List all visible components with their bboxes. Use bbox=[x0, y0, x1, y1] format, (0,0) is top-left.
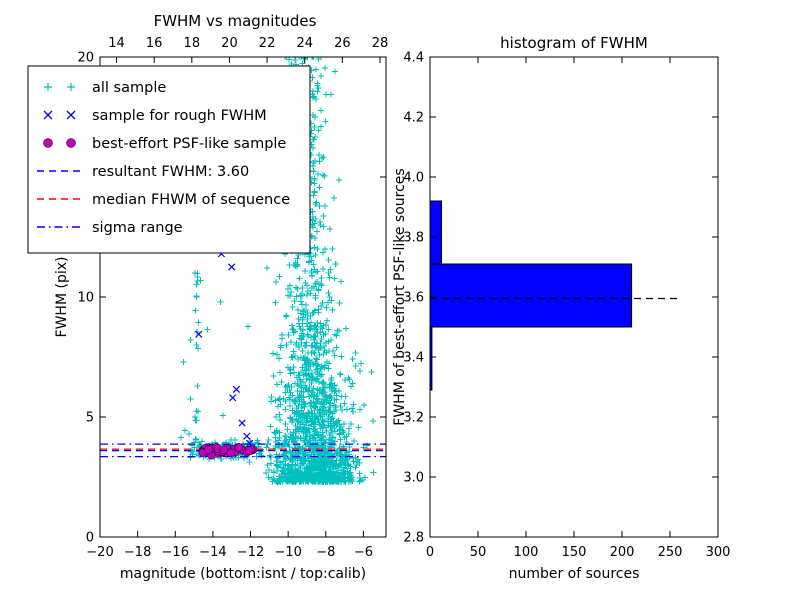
y-tick-label: 3.4 bbox=[403, 351, 424, 366]
y-tick-label: 10 bbox=[77, 291, 94, 306]
legend-label: sample for rough FWHM bbox=[92, 108, 267, 124]
x-tick-label: −8 bbox=[316, 545, 335, 560]
y-tick-label: 4.4 bbox=[403, 51, 424, 66]
y-tick-label: 2.8 bbox=[403, 531, 424, 546]
legend-item: best-effort PSF-like sample bbox=[43, 136, 286, 152]
scatter-series-all-sample bbox=[178, 57, 377, 485]
top-tick-label: 20 bbox=[221, 36, 238, 51]
x-tick-label: −10 bbox=[274, 545, 301, 560]
psf-sample-point bbox=[219, 445, 229, 455]
legend-label: resultant FWHM: 3.60 bbox=[92, 164, 249, 180]
psf-sample-point bbox=[234, 443, 244, 452]
x-tick-label: 150 bbox=[562, 545, 587, 560]
x-tick-label: 250 bbox=[658, 545, 683, 560]
legend-label: best-effort PSF-like sample bbox=[92, 136, 286, 152]
right-plot: 0 50 100 150 200 250 300 2.8 3.0 3.2 3.4 3.6 3.8 4.0 4… bbox=[403, 51, 730, 561]
y-tick-label: 3.2 bbox=[403, 411, 424, 426]
x-marker-icon bbox=[66, 110, 76, 120]
left-plot-xlabel: magnitude (bottom:isnt / top:calib) bbox=[120, 566, 366, 582]
plus-marker-icon bbox=[44, 83, 52, 91]
top-tick-label: 16 bbox=[146, 36, 163, 51]
legend-label: all sample bbox=[92, 80, 166, 96]
top-tick-label: 24 bbox=[296, 36, 313, 51]
x-tick-label: 200 bbox=[610, 545, 635, 560]
left-plot-title: FWHM vs magnitudes bbox=[154, 12, 317, 30]
x-tick-label: −14 bbox=[199, 545, 226, 560]
legend-item: resultant FWHM: 3.60 bbox=[37, 164, 249, 180]
x-tick-label: 300 bbox=[706, 545, 731, 560]
left-plot: −20 −18 −16 −14 −12 −10 −8 −6 14 16 18 20 22 24 26 28 0 5… bbox=[77, 36, 388, 560]
legend-label: sigma range bbox=[92, 220, 183, 236]
psf-sample-point bbox=[244, 446, 254, 455]
legend-label: median FHWM of sequence bbox=[92, 192, 290, 208]
y-tick-label: 4.0 bbox=[403, 171, 424, 186]
y-tick-label: 3.6 bbox=[403, 291, 424, 306]
y-tick-label: 4.2 bbox=[403, 111, 424, 126]
y-tick-label: 3.8 bbox=[403, 231, 424, 246]
x-tick-label: −12 bbox=[237, 545, 264, 560]
left-plot-ylabel: FWHM (pix) bbox=[54, 257, 70, 338]
x-marker-icon bbox=[43, 110, 53, 120]
top-tick-label: 26 bbox=[334, 36, 351, 51]
legend-item: sample for rough FWHM bbox=[43, 108, 267, 124]
psf-sample-point bbox=[226, 448, 236, 458]
legend: all sample sample for rough FWHM best-effo… bbox=[27, 65, 311, 254]
x-tick-label: −6 bbox=[354, 545, 373, 560]
right-plot-title: histogram of FWHM bbox=[500, 34, 648, 52]
hist-bar bbox=[430, 200, 443, 265]
y-tick-label: 0 bbox=[86, 531, 94, 546]
x-tick-label: 50 bbox=[470, 545, 487, 560]
legend-box bbox=[27, 65, 311, 254]
x-tick-label: −16 bbox=[162, 545, 189, 560]
plus-marker-icon bbox=[67, 83, 75, 91]
legend-item: sigma range bbox=[37, 220, 183, 236]
circle-marker-icon bbox=[66, 138, 76, 148]
y-tick-label: 3.0 bbox=[403, 471, 424, 486]
right-plot-data-area bbox=[430, 200, 680, 391]
scatter-series-rough-fwhm bbox=[195, 250, 257, 451]
legend-item: median FHWM of sequence bbox=[37, 192, 290, 208]
y-tick-label: 20 bbox=[77, 51, 94, 66]
x-tick-label: −18 bbox=[124, 545, 151, 560]
hist-bar bbox=[430, 263, 633, 328]
right-plot-ylabel: FWHM of best-effort PSF-like sources bbox=[392, 168, 408, 425]
y-tick-label: 5 bbox=[86, 411, 94, 426]
right-plot-xlabel: number of sources bbox=[509, 566, 640, 582]
top-tick-label: 28 bbox=[372, 36, 389, 51]
x-tick-label: 100 bbox=[514, 545, 539, 560]
x-tick-label: −20 bbox=[86, 545, 113, 560]
top-tick-label: 22 bbox=[259, 36, 276, 51]
legend-item: all sample bbox=[44, 80, 166, 96]
top-tick-label: 18 bbox=[184, 36, 201, 51]
psf-sample-point bbox=[204, 445, 213, 454]
top-tick-label: 14 bbox=[108, 36, 125, 51]
x-tick-label: 0 bbox=[426, 545, 434, 560]
circle-marker-icon bbox=[43, 138, 53, 148]
left-plot-data-area bbox=[100, 57, 386, 485]
